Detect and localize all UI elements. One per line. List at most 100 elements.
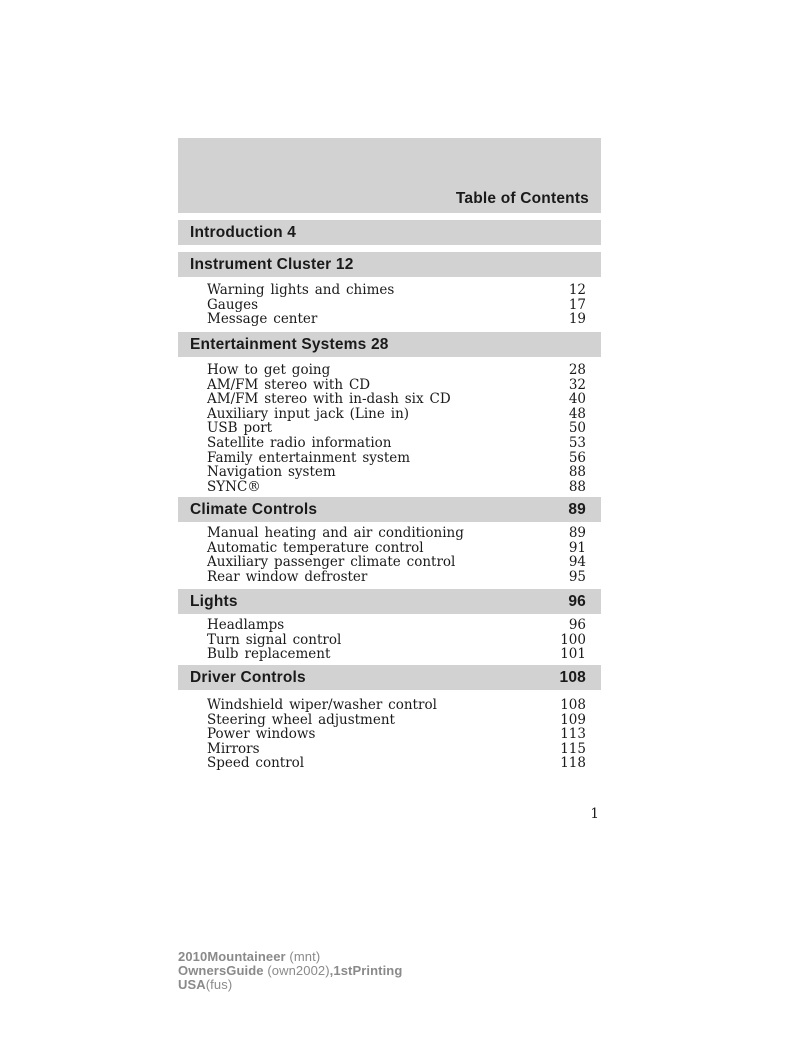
toc-entry: Steering wheel adjustment 109 [178, 711, 601, 728]
footer-line: 2010Mountaineer (mnt) [178, 950, 402, 964]
section-page-number: 108 [559, 668, 586, 686]
section-bar-lights: Lights 96 [178, 589, 601, 614]
toc-entry-page: 96 [568, 617, 586, 633]
toc-items-entertainment-systems: How to get going 28 AM/FM stereo with CD… [178, 363, 601, 494]
section-title: Instrument Cluster 12 [190, 255, 354, 273]
toc-entry-label: AM/FM stereo with CD [207, 376, 371, 393]
toc-entry: Gauges 17 [178, 296, 601, 313]
toc-entry: AM/FM stereo with CD 32 [178, 376, 601, 393]
footer-segment: 2010Mountaineer [178, 949, 286, 964]
section-bar-climate-controls: Climate Controls 89 [178, 497, 601, 522]
toc-entry-label: Power windows [207, 726, 316, 743]
toc-entry-page: 108 [560, 697, 586, 713]
page-title: Table of Contents [455, 190, 589, 207]
toc-entry: Warning lights and chimes 12 [178, 283, 601, 298]
toc-entry-label: Warning lights and chimes [207, 282, 395, 298]
footer-segment: (mnt) [285, 949, 321, 964]
toc-entry: Windshield wiper/washer control 108 [178, 698, 601, 713]
toc-entry: Power windows 113 [178, 727, 601, 742]
toc-entry-label: AM/FM stereo with in-dash six CD [207, 391, 451, 408]
section-title: Introduction 4 [190, 223, 297, 241]
section-title: Entertainment Systems 28 [190, 335, 389, 353]
toc-entry-page: 12 [568, 282, 586, 298]
toc-entry-page: 88 [568, 464, 586, 481]
toc-entry-label: USB port [207, 420, 273, 437]
toc-entry: Manual heating and air conditioning 89 [178, 526, 601, 541]
footer-segment: ,1stPrinting [329, 963, 403, 978]
toc-entry-page: 91 [568, 539, 586, 556]
toc-entry-page: 48 [568, 405, 586, 422]
toc-entry: Rear window defroster 95 [178, 570, 601, 585]
toc-entry-label: Manual heating and air conditioning [207, 525, 464, 541]
footer-segment: (fus) [205, 977, 233, 992]
toc-entry-label: Message center [207, 311, 318, 328]
toc-entry: Auxiliary passenger climate control 94 [178, 555, 601, 570]
toc-entry-page: 101 [560, 646, 586, 663]
toc-entry: Navigation system 88 [178, 465, 601, 480]
toc-entry-label: SYNC® [207, 478, 261, 495]
section-title: Climate Controls [190, 500, 318, 518]
toc-entry-page: 94 [568, 554, 586, 571]
toc-entry: SYNC® 88 [178, 480, 601, 495]
toc-entry-page: 118 [560, 755, 586, 772]
toc-entry-label: Mirrors [207, 740, 260, 757]
toc-entry: Speed control 118 [178, 756, 601, 771]
toc-entry-label: Bulb replacement [207, 646, 331, 663]
toc-entry: Headlamps 96 [178, 618, 601, 633]
section-page-number: 96 [568, 592, 586, 610]
toc-entry: Bulb replacement 101 [178, 647, 601, 662]
toc-items-instrument-cluster: Warning lights and chimes 12 Gauges 17 M… [178, 283, 601, 327]
toc-entry-page: 89 [568, 525, 586, 541]
toc-entry-page: 17 [568, 296, 586, 313]
toc-entry-page: 40 [568, 391, 586, 408]
print-footer: 2010Mountaineer (mnt) OwnersGuide (own20… [178, 950, 402, 992]
toc-entry: Turn signal control 100 [178, 631, 601, 648]
section-bar-driver-controls: Driver Controls 108 [178, 665, 601, 690]
toc-entry-page: 28 [568, 362, 586, 378]
footer-segment: USA [178, 977, 206, 992]
toc-entry-page: 50 [568, 420, 586, 437]
toc-entry-label: Steering wheel adjustment [207, 711, 395, 728]
toc-items-lights: Headlamps 96 Turn signal control 100 Bul… [178, 618, 601, 662]
toc-entry-label: Auxiliary input jack (Line in) [207, 405, 410, 422]
folio-page-number: 1 [590, 806, 599, 822]
toc-entry-label: Gauges [207, 296, 259, 313]
toc-entry: Automatic temperature control 91 [178, 539, 601, 556]
toc-entry-page: 113 [560, 726, 586, 743]
toc-entry-label: How to get going [207, 362, 331, 378]
section-bar-instrument-cluster: Instrument Cluster 12 [178, 252, 601, 277]
toc-entry: Auxiliary input jack (Line in) 48 [178, 407, 601, 422]
toc-header-box: Table of Contents [178, 138, 601, 213]
toc-entry-label: Speed control [207, 755, 305, 772]
toc-entry-label: Navigation system [207, 464, 336, 481]
toc-entry: Family entertainment system 56 [178, 449, 601, 466]
toc-entry-page: 32 [568, 376, 586, 393]
section-page-number: 89 [568, 500, 586, 518]
toc-entry-page: 88 [568, 478, 586, 495]
section-title: Lights [190, 592, 238, 610]
section-title: Driver Controls [190, 668, 306, 686]
toc-entry: Mirrors 115 [178, 742, 601, 757]
toc-entry-page: 115 [560, 740, 586, 757]
toc-entry-label: Automatic temperature control [207, 539, 424, 556]
toc-entry-page: 109 [560, 711, 586, 728]
toc-entry: AM/FM stereo with in-dash six CD 40 [178, 392, 601, 407]
toc-entry-label: Windshield wiper/washer control [207, 697, 437, 713]
footer-line: OwnersGuide (own2002),1stPrinting [178, 964, 402, 978]
toc-entry: How to get going 28 [178, 363, 601, 378]
toc-entry-page: 19 [568, 311, 586, 328]
footer-segment: (own2002) [263, 963, 330, 978]
toc-entry: Satellite radio information 53 [178, 436, 601, 451]
toc-entry: USB port 50 [178, 421, 601, 436]
footer-segment: OwnersGuide [178, 963, 264, 978]
toc-items-climate-controls: Manual heating and air conditioning 89 A… [178, 526, 601, 584]
toc-entry-page: 95 [568, 568, 586, 585]
toc-entry-label: Turn signal control [207, 631, 342, 648]
toc-entry-label: Auxiliary passenger climate control [207, 554, 456, 571]
toc-entry: Message center 19 [178, 312, 601, 327]
toc-entry-page: 100 [560, 631, 586, 648]
toc-entry-page: 56 [568, 449, 586, 466]
toc-entry-label: Satellite radio information [207, 434, 392, 451]
toc-entry-label: Family entertainment system [207, 449, 411, 466]
